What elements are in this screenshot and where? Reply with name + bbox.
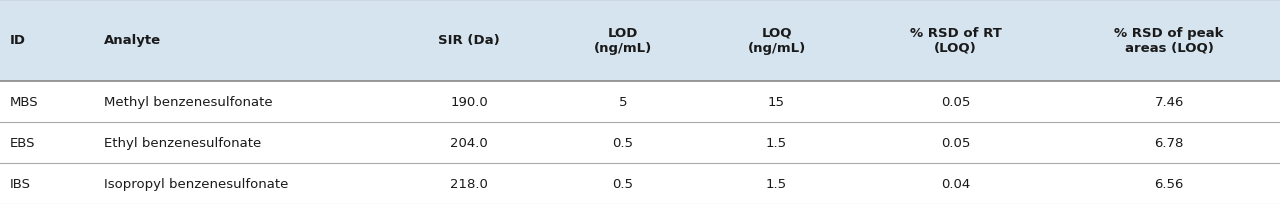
Text: Analyte: Analyte <box>104 34 161 47</box>
Text: Isopropyl benzenesulfonate: Isopropyl benzenesulfonate <box>104 177 288 190</box>
Text: LOD
(ng/mL): LOD (ng/mL) <box>594 27 652 55</box>
Text: 218.0: 218.0 <box>451 177 488 190</box>
Text: 0.04: 0.04 <box>941 177 970 190</box>
Text: 6.56: 6.56 <box>1155 177 1184 190</box>
Text: 204.0: 204.0 <box>451 136 488 149</box>
Text: 1.5: 1.5 <box>765 136 787 149</box>
Text: 0.05: 0.05 <box>941 136 970 149</box>
Text: LOQ
(ng/mL): LOQ (ng/mL) <box>748 27 805 55</box>
Text: SIR (Da): SIR (Da) <box>439 34 500 47</box>
Bar <box>0 0 1280 82</box>
Bar <box>0 163 1280 204</box>
Text: 0.05: 0.05 <box>941 95 970 109</box>
Bar <box>0 122 1280 163</box>
Text: Methyl benzenesulfonate: Methyl benzenesulfonate <box>104 95 273 109</box>
Text: % RSD of RT
(LOQ): % RSD of RT (LOQ) <box>910 27 1002 55</box>
Text: % RSD of peak
areas (LOQ): % RSD of peak areas (LOQ) <box>1115 27 1224 55</box>
Text: 5: 5 <box>618 95 627 109</box>
Text: 0.5: 0.5 <box>612 177 634 190</box>
Text: IBS: IBS <box>10 177 31 190</box>
Text: 7.46: 7.46 <box>1155 95 1184 109</box>
Text: ID: ID <box>10 34 27 47</box>
Text: 190.0: 190.0 <box>451 95 488 109</box>
Text: Ethyl benzenesulfonate: Ethyl benzenesulfonate <box>104 136 261 149</box>
Text: 15: 15 <box>768 95 785 109</box>
Text: 1.5: 1.5 <box>765 177 787 190</box>
Text: EBS: EBS <box>10 136 36 149</box>
Text: MBS: MBS <box>10 95 38 109</box>
Bar <box>0 82 1280 122</box>
Text: 6.78: 6.78 <box>1155 136 1184 149</box>
Text: 0.5: 0.5 <box>612 136 634 149</box>
